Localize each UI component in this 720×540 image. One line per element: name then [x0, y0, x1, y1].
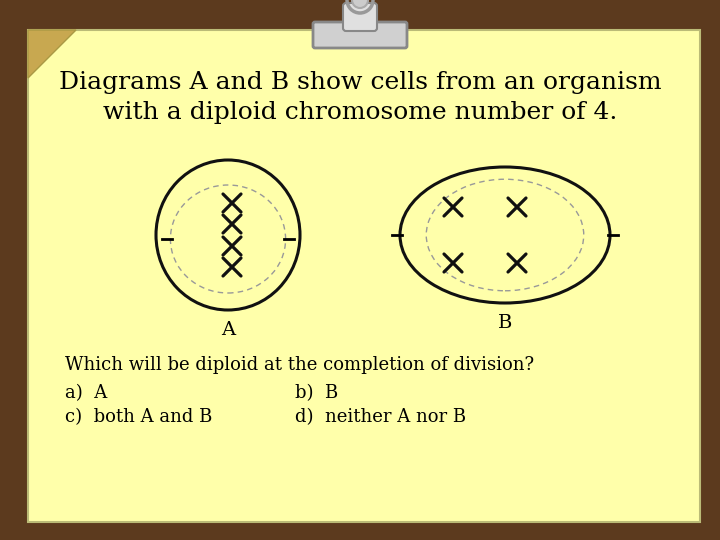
Text: B: B [498, 314, 512, 332]
Text: A: A [221, 321, 235, 339]
FancyBboxPatch shape [313, 22, 407, 48]
Text: a)  A: a) A [65, 384, 107, 402]
Text: with a diploid chromosome number of 4.: with a diploid chromosome number of 4. [103, 100, 617, 124]
Polygon shape [28, 30, 76, 78]
Text: Which will be diploid at the completion of division?: Which will be diploid at the completion … [65, 356, 534, 374]
FancyBboxPatch shape [343, 3, 377, 31]
Circle shape [352, 0, 368, 8]
Text: c)  both A and B: c) both A and B [65, 408, 212, 426]
Text: Diagrams A and B show cells from an organism: Diagrams A and B show cells from an orga… [59, 71, 661, 93]
Text: d)  neither A nor B: d) neither A nor B [295, 408, 466, 426]
Text: b)  B: b) B [295, 384, 338, 402]
